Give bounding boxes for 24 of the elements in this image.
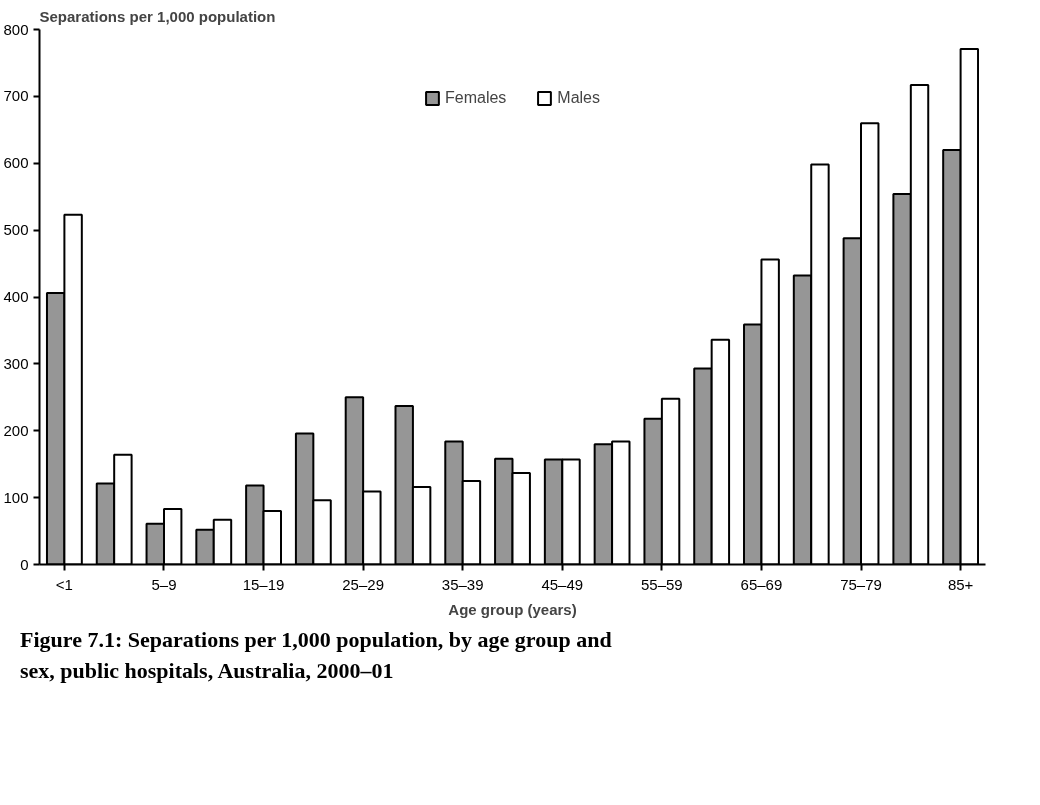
y-tick-label: 700 [3, 87, 29, 105]
y-tick-label: 0 [20, 555, 29, 573]
x-tick-label: 45–49 [541, 575, 584, 593]
y-tick-label: 300 [3, 354, 29, 372]
x-tick-label: 15–19 [242, 575, 285, 593]
x-tick-label: 85+ [947, 575, 974, 593]
y-tick-label: 600 [3, 154, 29, 172]
x-tick-label: 25–29 [342, 575, 384, 593]
legend-label: Males [557, 89, 601, 107]
x-tick-label: 75–79 [840, 575, 882, 593]
y-tick-label: 500 [3, 221, 29, 239]
x-tick-label: 65–69 [740, 575, 783, 593]
x-axis-title: Age group (years) [448, 600, 577, 618]
y-tick-label: 800 [3, 20, 29, 38]
y-tick-label: 100 [3, 488, 29, 506]
y-tick-label: 200 [3, 421, 29, 439]
x-tick-label: 55–59 [641, 575, 683, 593]
x-tick-label: <1 [55, 575, 73, 593]
x-tick-label: 35–39 [441, 575, 484, 593]
legend-label: Females [444, 89, 507, 107]
x-tick-label: 5–9 [151, 575, 177, 593]
y-tick-label: 400 [3, 288, 29, 305]
caption: Figure 7.1: Separations per 1,000 population, by age group and sex, public hospitals, Australia, 2000–01 [20, 626, 613, 685]
y-axis-title: Separations per 1,000 population [39, 7, 276, 25]
